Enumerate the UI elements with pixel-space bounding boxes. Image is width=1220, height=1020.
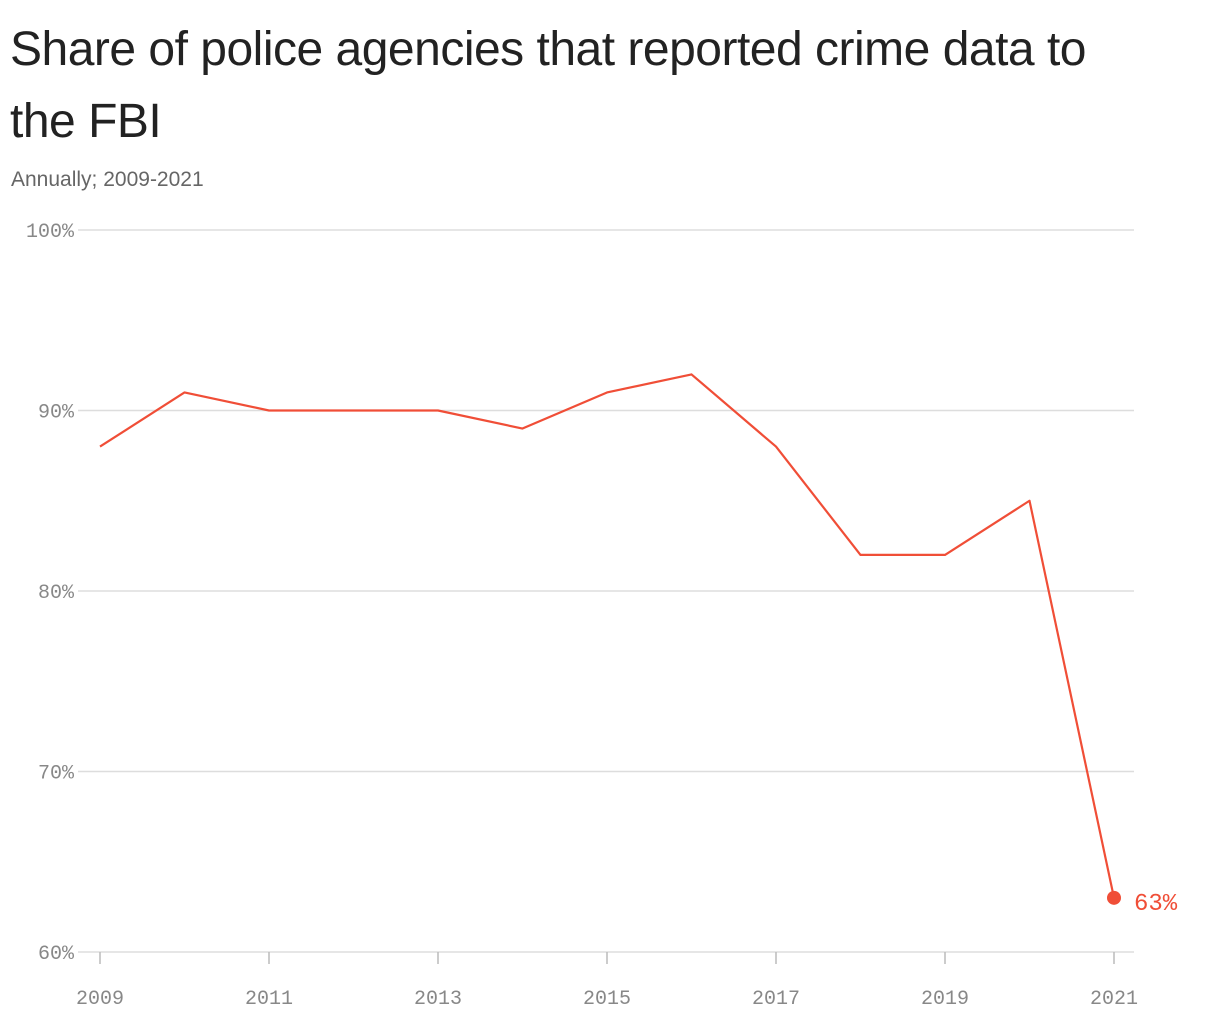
- x-tick-label: 2021: [1090, 988, 1138, 1011]
- y-tick-label: 90%: [38, 402, 75, 425]
- x-tick-label: 2017: [752, 988, 800, 1011]
- chart-title: Share of police agencies that reported c…: [10, 23, 1086, 148]
- chart-subtitle: Annually; 2009-2021: [11, 168, 204, 191]
- gridlines: [78, 229, 1134, 953]
- series-layer: [99, 373, 1116, 899]
- x-tick-label: 2013: [414, 988, 462, 1011]
- y-tick-label: 60%: [38, 943, 75, 966]
- annotations: 63%: [1107, 890, 1178, 918]
- series-line: [99, 373, 1116, 899]
- y-tick-label: 80%: [38, 582, 75, 605]
- y-tick-label: 100%: [26, 221, 75, 244]
- x-tick-label: 2011: [245, 988, 293, 1011]
- x-tick-label: 2009: [76, 988, 124, 1011]
- x-axis: 2009 2011 2013 2015 2017 2019 2021: [76, 952, 1138, 1011]
- x-tick-label: 2015: [583, 988, 631, 1011]
- y-tick-label: 70%: [38, 763, 75, 786]
- end-point-marker: [1107, 890, 1121, 905]
- end-value-label: 63%: [1134, 891, 1178, 918]
- y-axis: 60% 70% 80% 90% 100%: [26, 221, 75, 966]
- x-tick-label: 2019: [921, 988, 969, 1011]
